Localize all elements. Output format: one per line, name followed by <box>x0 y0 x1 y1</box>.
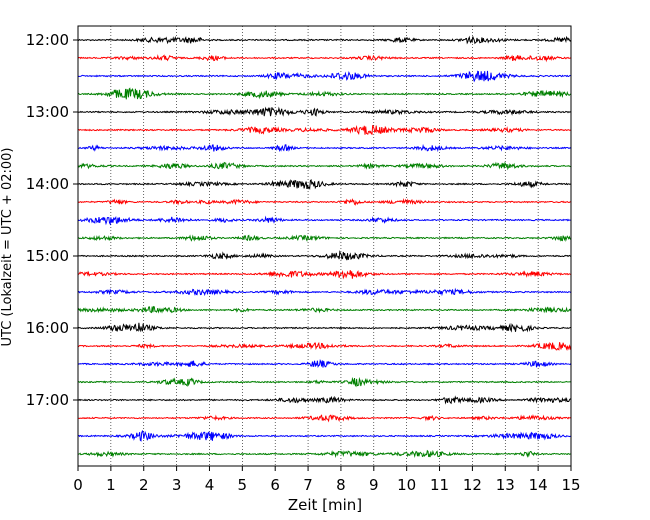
x-tick-label: 0 <box>73 476 83 494</box>
trace-1400 <box>77 178 572 190</box>
trace-1445 <box>77 234 572 242</box>
trace-1545 <box>77 305 572 314</box>
x-tick-label: 6 <box>270 476 280 494</box>
trace-1230 <box>77 70 571 83</box>
trace-1700 <box>77 395 571 405</box>
trace-1315 <box>77 124 571 136</box>
y-tick-label: 14:00 <box>26 175 69 193</box>
trace-1600 <box>77 322 571 333</box>
x-tick-label: 4 <box>205 476 215 494</box>
trace-1615 <box>77 341 572 351</box>
trace-1215 <box>77 54 572 63</box>
trace-1200 <box>77 35 572 45</box>
x-tick-label: 14 <box>529 476 548 494</box>
y-tick-label: 17:00 <box>26 391 69 409</box>
x-tick-label: 12 <box>463 476 482 494</box>
x-tick-label: 15 <box>561 476 580 494</box>
trace-1430 <box>77 215 571 226</box>
x-tick-label: 7 <box>303 476 313 494</box>
x-axis-label: Zeit [min] <box>288 496 362 514</box>
trace-1500 <box>77 250 572 261</box>
x-tick-label: 11 <box>430 476 449 494</box>
trace-1330 <box>77 143 572 153</box>
grid-lines <box>110 26 539 466</box>
trace-1345 <box>77 161 571 171</box>
trace-1415 <box>77 197 572 206</box>
y-tick-label: 16:00 <box>26 319 69 337</box>
y-axis-ticks: 12:00 13:00 14:00 15:00 16:00 17:00 <box>26 31 78 409</box>
y-tick-label: 13:00 <box>26 103 69 121</box>
y-axis-label: UTC (Lokalzeit = UTC + 02:00) <box>0 148 15 347</box>
trace-1530 <box>77 287 572 297</box>
x-tick-label: 3 <box>172 476 182 494</box>
trace-1630 <box>77 358 572 369</box>
trace-1715 <box>77 414 572 423</box>
y-tick-label: 15:00 <box>26 247 69 265</box>
plot-frame <box>77 25 572 467</box>
seismic-traces <box>77 35 572 458</box>
trace-1245 <box>77 87 572 100</box>
trace-1730 <box>77 429 572 442</box>
trace-1515 <box>77 269 571 280</box>
trace-1645 <box>77 376 571 388</box>
y-tick-label: 12:00 <box>26 31 69 49</box>
x-tick-label: 9 <box>369 476 379 494</box>
trace-1300 <box>77 106 571 117</box>
x-tick-label: 1 <box>106 476 116 494</box>
x-tick-label: 10 <box>397 476 416 494</box>
x-tick-label: 2 <box>139 476 149 494</box>
x-axis-ticks: 0 1 2 3 4 5 6 7 8 9 10 11 12 13 14 15 <box>73 466 581 494</box>
x-tick-label: 5 <box>238 476 248 494</box>
trace-1745 <box>77 449 571 458</box>
x-tick-label: 8 <box>336 476 346 494</box>
x-tick-label: 13 <box>496 476 515 494</box>
